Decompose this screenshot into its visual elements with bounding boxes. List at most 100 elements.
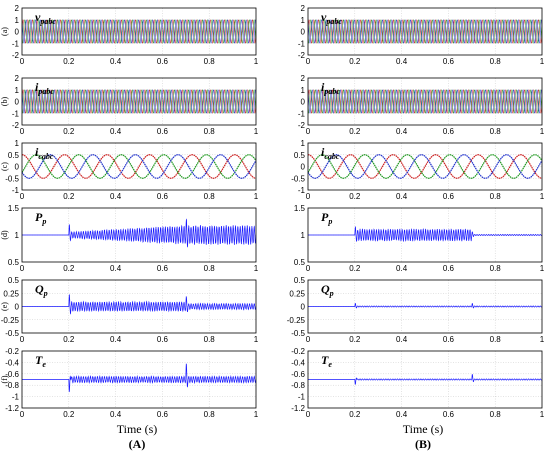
ytick-label: 0 (15, 28, 20, 37)
ytick-label: 1 (301, 16, 306, 25)
ytick-label: 0 (15, 303, 20, 312)
xtick-label: 1 (540, 335, 545, 344)
axes-frame (21, 279, 257, 334)
signal-label: Qp (321, 282, 334, 298)
signal-line (22, 363, 256, 393)
xtick-label: 0.2 (63, 410, 75, 419)
row-label-d: (d) (0, 230, 9, 240)
ytick-label: -0.4 (5, 358, 19, 367)
xtick-label: 0.8 (204, 192, 216, 201)
ytick-label: 2 (301, 4, 306, 13)
phase-line (308, 19, 542, 44)
ytick-label: -1 (12, 186, 20, 195)
phase-line (22, 89, 256, 114)
phase-line (308, 19, 542, 44)
ytick-label: -1.2 (5, 404, 19, 413)
ytick-label: 0 (301, 28, 306, 37)
xtick-label: 0.6 (443, 192, 455, 201)
xtick-label: 1 (254, 127, 259, 136)
ytick-label: -0.4 (291, 358, 305, 367)
xtick-label: 0.8 (204, 264, 216, 273)
xtick-label: 0.6 (157, 264, 169, 273)
column-label-B: (B) (415, 437, 431, 451)
axes-frame (307, 279, 543, 334)
xtick-label: 0.6 (157, 127, 169, 136)
ytick-label: -0.5 (291, 329, 305, 338)
row-label-c: (c) (0, 162, 9, 171)
xtick-label: 0.2 (349, 127, 361, 136)
phase-line (308, 89, 542, 114)
ytick-label: 0 (301, 303, 306, 312)
axes-frame (307, 142, 543, 191)
xtick-label: 0 (306, 335, 311, 344)
xtick-label: 0.4 (396, 57, 408, 66)
xtick-label: 0.4 (110, 335, 122, 344)
signal-label: Te (35, 353, 46, 369)
ytick-label: -0.2 (5, 347, 19, 356)
ytick-label: -2 (12, 121, 20, 130)
row-label-e: (e) (0, 302, 9, 311)
xtick-label: 0.2 (349, 57, 361, 66)
panel-B-e: 0.50.250-0.25-0.50 0.2 0.4 0.6 0.8 1Qp (287, 276, 545, 344)
xtick-label: 1 (540, 264, 545, 273)
xtick-label: 0.2 (349, 264, 361, 273)
series-P_p (308, 226, 542, 243)
xtick-label: 0.4 (110, 410, 122, 419)
xtick-label: 0.4 (110, 192, 122, 201)
series-P_p (22, 218, 256, 248)
series-v_pabc (22, 19, 256, 44)
axes-frame (21, 350, 257, 409)
xtick-label: 0.8 (204, 410, 216, 419)
xtick-label: 0.4 (110, 127, 122, 136)
phase-line (22, 89, 256, 114)
ytick-label: 1 (301, 139, 306, 148)
xtick-label: 0.8 (490, 264, 502, 273)
row-label-a: (a) (0, 27, 9, 36)
phase-line (22, 19, 256, 44)
xtick-label: 0 (306, 127, 311, 136)
series-v_pabc (308, 19, 542, 44)
xtick-label: 0.6 (157, 410, 169, 419)
axes-frame (307, 77, 543, 126)
ytick-label: -0.5 (291, 174, 305, 183)
ytick-label: -1 (12, 39, 20, 48)
ytick-label: 0.5 (8, 151, 20, 160)
ytick-label: 0.5 (294, 258, 306, 267)
panel-A-f: -0.2 -0.4 -0.6 -0.8 -1 -1.20 0.2 0.4 0.6 0.8 1 Te (5, 347, 259, 419)
xtick-label: 0.4 (396, 264, 408, 273)
ytick-label: 0.5 (294, 276, 306, 285)
signal-label: Pp (35, 210, 46, 226)
phase-line (308, 154, 542, 179)
xtick-label: 1 (540, 192, 545, 201)
phase-line (22, 19, 256, 44)
ytick-label: 1 (301, 86, 306, 95)
xtick-label: 0.8 (490, 127, 502, 136)
xtick-label: 1 (254, 192, 259, 201)
xtick-label: 1 (254, 410, 259, 419)
xtick-label: 0.6 (157, 335, 169, 344)
xtick-label: 0.4 (396, 127, 408, 136)
series-i_cabc (308, 154, 542, 179)
ytick-label: 0.5 (294, 151, 306, 160)
ytick-label: 0.25 (3, 289, 19, 298)
xtick-label: 0.6 (443, 127, 455, 136)
ytick-label: -1 (12, 109, 20, 118)
xtick-label: 0.4 (110, 57, 122, 66)
xtick-label: 0.8 (490, 192, 502, 201)
xtick-label: 0.8 (204, 335, 216, 344)
xtick-label: 0.6 (157, 57, 169, 66)
series-T_e (22, 363, 256, 393)
signal-label: ipabc (321, 80, 340, 96)
axes-frame (21, 207, 257, 263)
ytick-label: -1 (12, 393, 20, 402)
ytick-label: 0 (15, 98, 20, 107)
column-label-A: (A) (129, 437, 146, 451)
ytick-label: -1 (298, 393, 306, 402)
xtick-label: 0 (306, 57, 311, 66)
phase-line (22, 154, 256, 179)
xtick-label: 0.6 (443, 335, 455, 344)
